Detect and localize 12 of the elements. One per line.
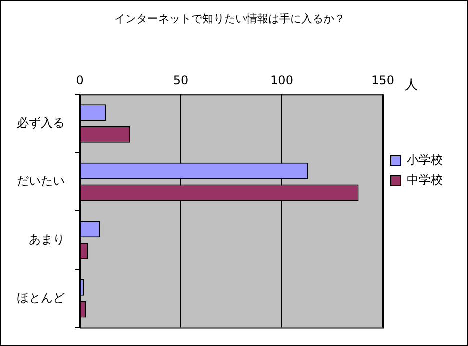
x-axis-title: 人 bbox=[405, 78, 418, 93]
y-tick-label: 必ず入る bbox=[17, 116, 65, 130]
x-tick-label: 150 bbox=[372, 74, 394, 88]
x-tick-label: 50 bbox=[173, 74, 189, 88]
legend-label: 中学校 bbox=[407, 173, 443, 188]
x-tick-label: 0 bbox=[76, 74, 84, 88]
legend-label: 小学校 bbox=[407, 153, 443, 168]
x-tick-label: 100 bbox=[270, 74, 294, 88]
y-tick-label: あまり bbox=[29, 232, 65, 246]
y-tick-label: ほとんど bbox=[17, 290, 65, 305]
y-tick-label: だいたい bbox=[17, 174, 65, 188]
chart-title: インターネットで知りたい情報は手に入るか？ bbox=[114, 12, 346, 26]
